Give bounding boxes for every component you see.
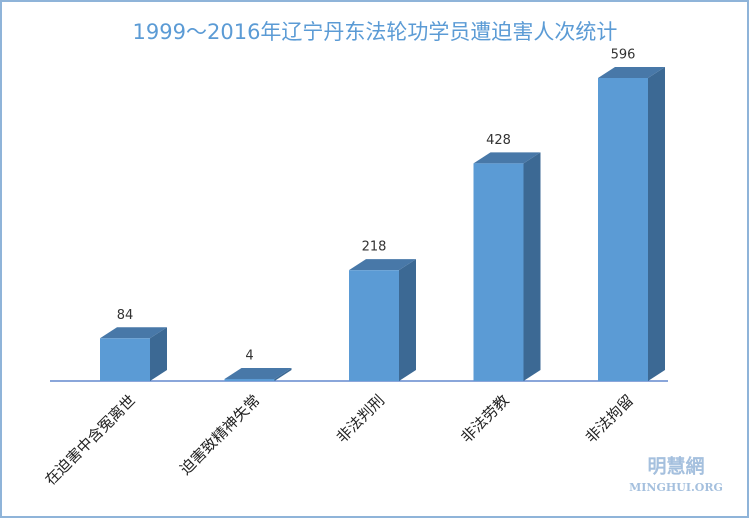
value-label: 218 [362,240,387,255]
bar-side [523,152,541,381]
bar-top [598,67,665,78]
watermark-site: MINGHUI.ORG [629,481,723,494]
value-label: 84 [117,308,134,323]
bar-top [349,259,416,271]
bar-side [150,327,167,381]
bar-side [399,259,416,381]
bar [473,163,524,381]
bar-side [648,67,665,381]
bar [224,378,275,381]
bar [598,78,648,381]
bar-top [473,152,541,164]
bar-top [100,327,167,339]
chart-title: 1999～2016年辽宁丹东法轮功学员遭迫害人次统计 [133,20,618,44]
bar-side [274,367,292,381]
value-label: 596 [611,48,636,63]
bar-top [224,367,292,379]
bar [349,270,399,381]
bar [100,338,150,381]
value-label: 4 [245,348,253,363]
watermark-name: 明慧網 [647,455,704,478]
value-label: 428 [486,133,511,148]
